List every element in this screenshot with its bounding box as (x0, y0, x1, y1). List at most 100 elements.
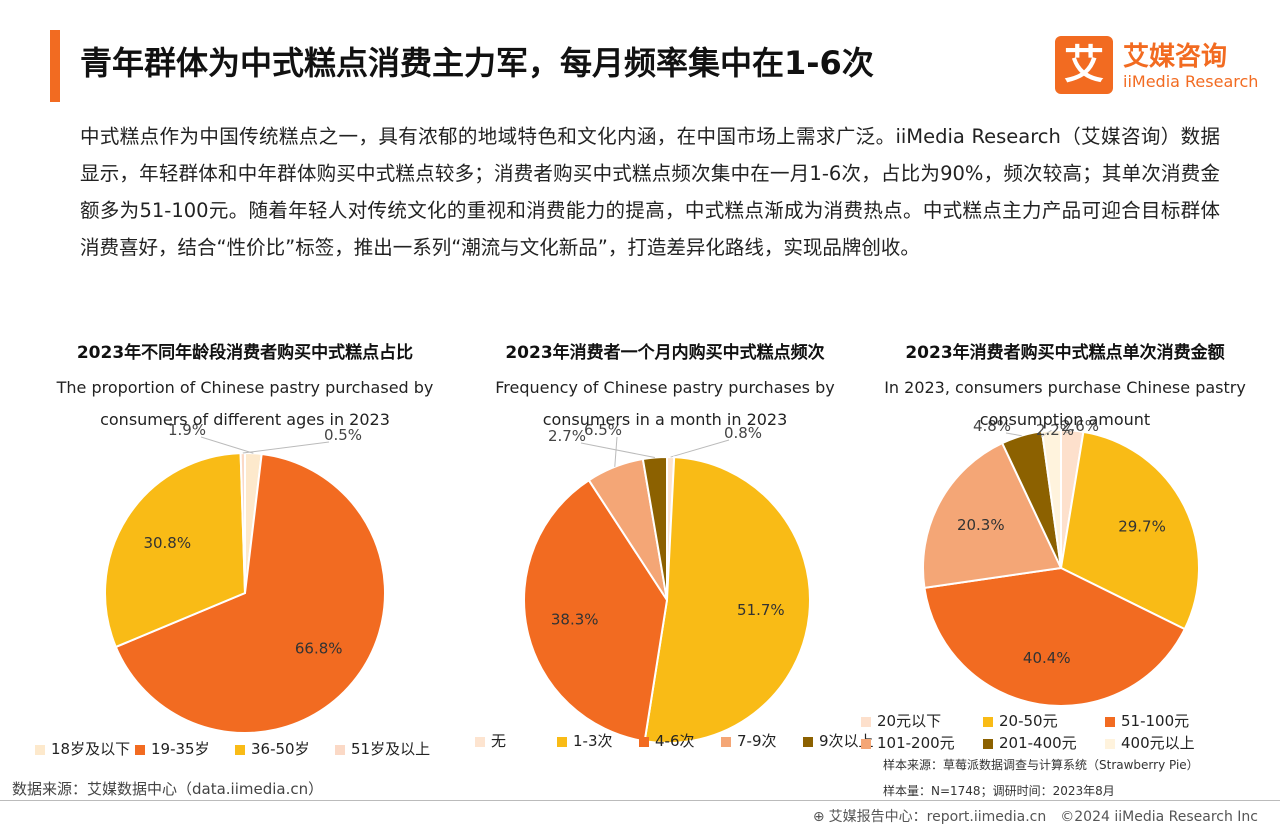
leader-line (614, 436, 618, 467)
legend-item: 400元以上 (1105, 732, 1195, 753)
footer: ⊕ 艾媒报告中心：report.iimedia.cn ©2024 iiMedia R… (799, 806, 1258, 826)
slice-value-label: 51.7% (737, 601, 785, 619)
chart-legend: 18岁及以下 19-35岁 36-50岁 51岁及以上 (35, 738, 455, 798)
pie-svg: 2.6% 29.7% 40.4% 20.3% 4.8% 2.2% (922, 417, 1200, 707)
leader-line (1040, 429, 1052, 438)
legend-swatch (983, 716, 993, 727)
legend-swatch (557, 736, 567, 747)
legend-item: 9次以上 (803, 730, 874, 751)
slice-value-label: 4.8% (973, 417, 1011, 435)
legend-swatch (1105, 716, 1115, 727)
legend-label: 9次以上 (819, 732, 874, 750)
brand-logo: 艾 艾媒咨询 iiMedia Research (1055, 36, 1260, 98)
pie-slice-4 (922, 441, 1063, 590)
spending-amount-pie-chart: 2.6% 29.7% 40.4% 20.3% 4.8% 2.2% 2023年消费者购买中式… (855, 338, 1275, 758)
legend-item: 101-200元 (861, 732, 955, 753)
legend-swatch (861, 716, 871, 727)
slice-value-label: 2.7% (548, 427, 586, 445)
pie-slice-3 (104, 452, 247, 649)
legend-swatch (335, 744, 345, 755)
sample-size-note: 样本量：N=1748；调研时间：2023年8月 (883, 784, 1115, 798)
legend-label: 1-3次 (573, 732, 613, 750)
slice-value-label: 2.2% (1036, 421, 1074, 439)
title-accent-bar (50, 30, 60, 102)
chart-title: 2023年不同年龄段消费者购买中式糕点占比 (76, 343, 414, 363)
legend-label: 4-6次 (655, 732, 695, 750)
legend-item: 20元以下 (861, 710, 941, 731)
globe-icon: ⊕ (812, 809, 825, 825)
logo-chinese-name: 艾媒咨询 (1123, 42, 1228, 72)
leader-line (1005, 432, 1022, 437)
slice-value-label: 1.9% (168, 421, 206, 439)
legend-label: 400元以上 (1121, 734, 1195, 752)
slice-value-label: 20.3% (957, 516, 1005, 534)
legend-swatch (35, 744, 45, 755)
legend-label: 19-35岁 (151, 740, 210, 758)
leader-line (242, 441, 330, 454)
chart-subtitle: In 2023, consumers purchase Chinese past… (884, 378, 1246, 429)
slice-value-label: 30.8% (143, 534, 191, 552)
slice-value-label: 38.3% (551, 611, 599, 629)
pie-slice-3 (923, 566, 1187, 707)
legend-item: 1-3次 (557, 730, 613, 751)
legend-item: 18岁及以下 (35, 738, 130, 759)
legend-item: 51-100元 (1105, 710, 1189, 731)
pie-svg: 1.9% 66.8% 30.8% 0.5% (104, 421, 386, 734)
legend-label: 101-200元 (877, 734, 955, 752)
legend-item: 36-50岁 (235, 738, 310, 759)
legend-label: 51岁及以上 (351, 740, 431, 758)
legend-swatch (983, 738, 993, 749)
legend-label: 201-400元 (999, 734, 1077, 752)
slice-value-label: 40.4% (1023, 649, 1071, 667)
report-center-link[interactable]: 艾媒报告中心：report.iimedia.cn (828, 809, 1047, 825)
legend-label: 7-9次 (737, 732, 777, 750)
chart-subtitle: Frequency of Chinese pastry purchases by… (495, 378, 835, 429)
logo-mark-icon: 艾 (1055, 36, 1113, 94)
legend-swatch (639, 736, 649, 747)
chart-title: 2023年消费者购买中式糕点单次消费金额 (905, 343, 1225, 363)
legend-label: 无 (491, 732, 507, 750)
legend-swatch (235, 744, 245, 755)
slice-value-label: 0.5% (324, 426, 362, 444)
chart-legend: 无 1-3次 4-6次 7-9次 9次以上 (475, 730, 895, 790)
chart-subtitle: The proportion of Chinese pastry purchas… (56, 378, 434, 429)
legend-swatch (135, 744, 145, 755)
leader-line (1065, 429, 1073, 434)
legend-item: 无 (475, 730, 506, 751)
pie-slice-2 (1059, 430, 1200, 631)
copyright-text: ©2024 iiMedia Research Inc (1060, 809, 1258, 825)
legend-item: 20-50元 (983, 710, 1058, 731)
legend-label: 36-50岁 (251, 740, 310, 758)
legend-swatch (803, 736, 813, 747)
pie-slice-5 (641, 455, 668, 601)
slice-value-label: 0.8% (724, 424, 762, 442)
legend-label: 51-100元 (1121, 712, 1190, 730)
data-source-note: 数据来源：艾媒数据中心（data.iimedia.cn） (12, 780, 324, 798)
intro-paragraph: 中式糕点作为中国传统糕点之一，具有浓郁的地域特色和文化内涵，在中国市场上需求广泛… (80, 125, 1220, 259)
legend-item: 7-9次 (721, 730, 777, 751)
legend-item: 201-400元 (983, 732, 1077, 753)
legend-item: 19-35岁 (135, 738, 210, 759)
slice-value-label: 6.5% (584, 421, 622, 439)
pie-slice-6 (1040, 428, 1062, 569)
legend-swatch (1105, 738, 1115, 749)
legend-label: 20-50元 (999, 712, 1058, 730)
legend-swatch (861, 738, 871, 749)
legend-swatch (721, 736, 731, 747)
chart-title: 2023年消费者一个月内购买中式糕点频次 (505, 343, 825, 363)
leader-line (580, 442, 655, 459)
sample-source-note: 样本来源：草莓派数据调查与计算系统（Strawberry Pie） (883, 758, 1199, 772)
monthly-frequency-pie-chart: 0.8% 51.7% 38.3% 6.5% 2.7% 2023年消费者一个月内购买中式糕… (455, 338, 875, 758)
legend-item: 4-6次 (639, 730, 695, 751)
age-proportion-pie-chart: 1.9% 66.8% 30.8% 0.5% 2023年不同年龄段消费者购买中式糕点占比… (35, 338, 455, 758)
slice-value-label: 2.6% (1061, 417, 1099, 435)
pie-slice-2 (114, 452, 386, 734)
pie-svg: 0.8% 51.7% 38.3% 6.5%2.7% (523, 421, 812, 744)
pie-slice-2 (643, 456, 812, 744)
legend-item: 51岁及以上 (335, 738, 430, 759)
footer-divider (0, 800, 1280, 801)
slice-value-label: 66.8% (295, 640, 343, 658)
slice-value-label: 29.7% (1118, 517, 1166, 535)
legend-swatch (475, 736, 485, 747)
page-title: 青年群体为中式糕点消费主力军，每月频率集中在1-6次 (80, 44, 874, 82)
